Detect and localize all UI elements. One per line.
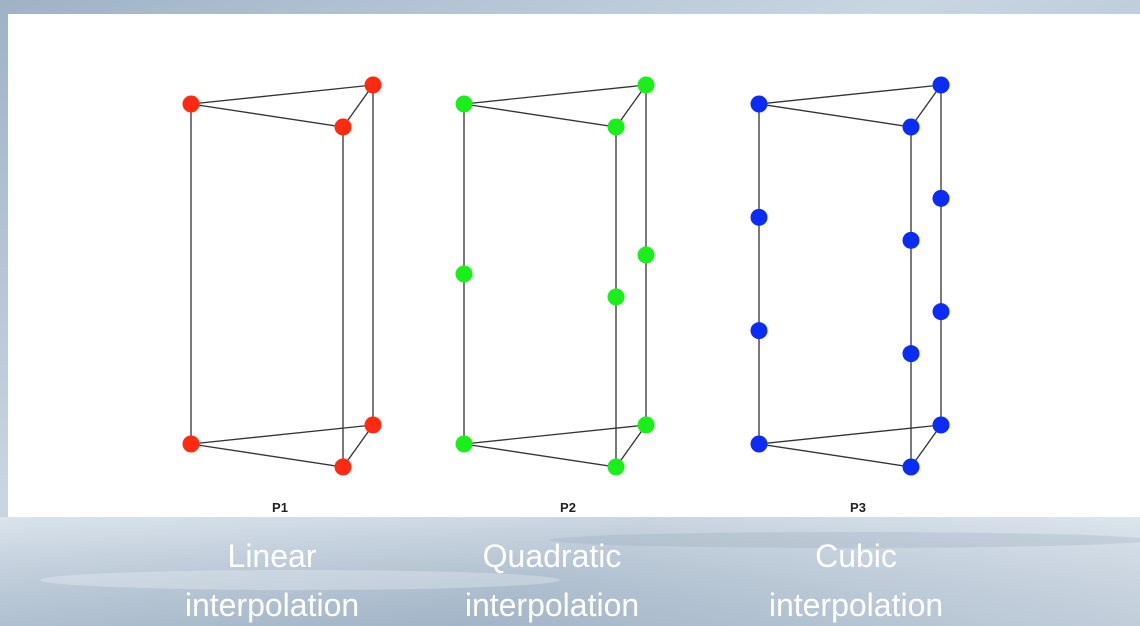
node — [751, 322, 768, 339]
caption: Cubic — [815, 538, 897, 574]
node — [365, 417, 382, 434]
panel-label: P1 — [272, 500, 288, 515]
node — [365, 77, 382, 94]
node — [903, 459, 920, 476]
node — [456, 266, 473, 283]
node — [933, 303, 950, 320]
node — [608, 289, 625, 306]
node — [638, 77, 655, 94]
caption: interpolation — [465, 587, 639, 623]
node — [903, 345, 920, 362]
caption: Linear — [228, 538, 317, 574]
node — [608, 459, 625, 476]
slide: P1 P2 P3 Linear interpolation Quadratic … — [0, 0, 1140, 626]
node — [608, 119, 625, 136]
node — [638, 247, 655, 264]
node — [751, 209, 768, 226]
node — [933, 417, 950, 434]
node — [183, 96, 200, 113]
node — [751, 96, 768, 113]
caption: Quadratic — [483, 538, 622, 574]
panel-label: P2 — [560, 500, 576, 515]
node — [903, 119, 920, 136]
node — [933, 190, 950, 207]
node — [933, 77, 950, 94]
node — [456, 96, 473, 113]
caption: interpolation — [185, 587, 359, 623]
node — [638, 417, 655, 434]
caption: interpolation — [769, 587, 943, 623]
node — [456, 436, 473, 453]
node — [903, 232, 920, 249]
figure-panel — [8, 14, 1140, 517]
panel-label: P3 — [850, 500, 866, 515]
node — [183, 436, 200, 453]
node — [335, 119, 352, 136]
node — [335, 459, 352, 476]
node — [751, 436, 768, 453]
